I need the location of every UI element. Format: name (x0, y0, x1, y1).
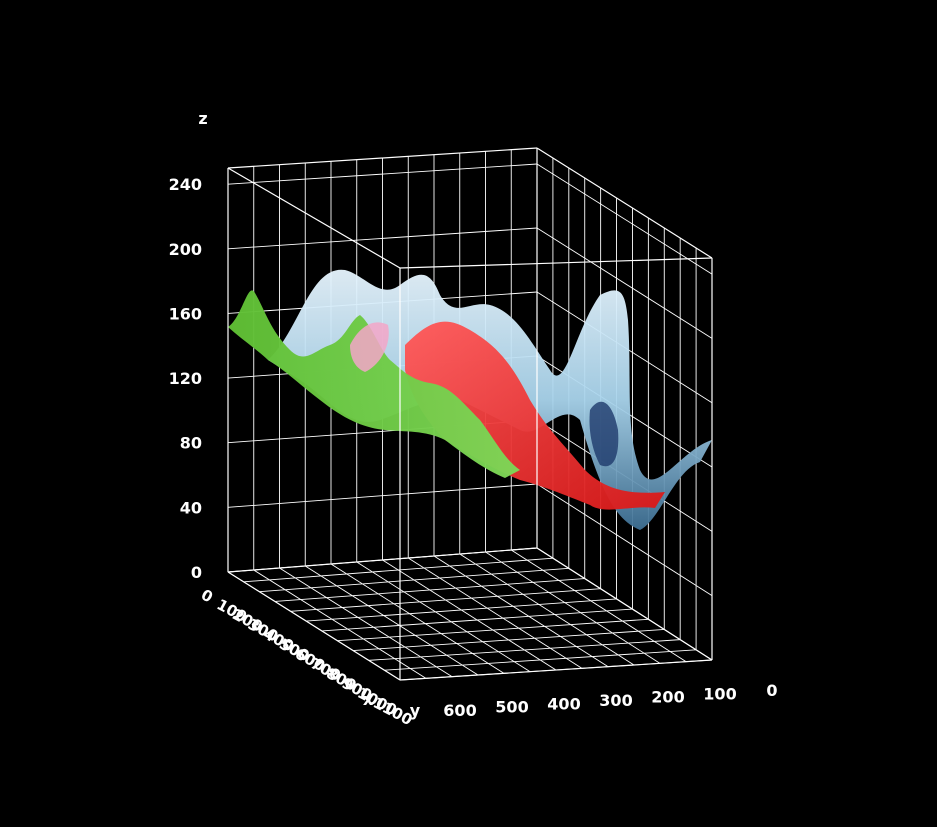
grid-lines (227, 148, 713, 681)
z-tick-label: 200 (169, 240, 202, 259)
floor-x-grid-line (306, 598, 617, 622)
floor-y-grid-line (459, 553, 635, 666)
floor-x-grid-line (321, 608, 633, 632)
floor-y-grid-line (485, 551, 661, 664)
floor-x-grid-line (290, 588, 601, 612)
z-tick-label: 40 (180, 498, 202, 517)
floor-y-grid-line (305, 565, 479, 676)
box-edge (399, 659, 713, 681)
y-tick-label: 300 (599, 691, 632, 710)
z-grid-line (536, 227, 713, 339)
floor-x-grid-line (259, 567, 569, 593)
z-tick-label: 120 (169, 369, 202, 388)
surface-green (228, 290, 520, 478)
y-tick-label: 100 (703, 684, 736, 703)
floor-x-grid-line (337, 618, 649, 642)
box-edge (227, 167, 401, 269)
floor-y-grid-line (408, 557, 583, 669)
axes-box (227, 147, 713, 681)
z-tick-label: 160 (169, 304, 202, 323)
x-tick-label: 0 (198, 586, 216, 607)
floor-y-grid-line (356, 561, 531, 673)
y-axis-label: y (410, 701, 421, 720)
z-grid-line (536, 483, 713, 597)
z-tick-label: 80 (180, 434, 202, 453)
z-grid-line (536, 163, 713, 275)
floor-y-grid-line (382, 559, 557, 671)
floor-y-grid-line (511, 549, 687, 663)
floor-x-grid-line (368, 639, 681, 661)
box-edge (227, 147, 538, 169)
z-tick-label: 240 (169, 175, 202, 194)
floor-x-grid-line (243, 557, 553, 583)
y-tick-label: 500 (495, 698, 528, 717)
box-edge (227, 571, 401, 681)
floor-y-grid-line (253, 569, 427, 679)
box-edge (536, 147, 713, 259)
floor-x-grid-line (384, 649, 697, 671)
surface-accent-navy (589, 401, 619, 467)
box-edge (536, 547, 713, 661)
floor-x-grid-line (353, 629, 665, 651)
z-tick-label: 0 (191, 563, 202, 582)
floor-x-grid-line (274, 578, 585, 602)
surface-layer (228, 269, 712, 530)
floor-y-grid-line (279, 567, 453, 678)
box-edge (227, 547, 538, 573)
x-axis-label: x (363, 690, 374, 709)
y-tick-label: 200 (651, 688, 684, 707)
box-edge (399, 257, 713, 269)
y-tick-label: 600 (443, 701, 476, 720)
floor-y-grid-line (330, 563, 505, 674)
floor-y-grid-line (433, 555, 609, 668)
y-tick-label: 400 (547, 694, 580, 713)
surface-accent-pink (350, 322, 389, 372)
surface-red (405, 321, 665, 510)
z-axis-label: z (198, 109, 207, 128)
y-tick-label: 0 (766, 681, 777, 700)
